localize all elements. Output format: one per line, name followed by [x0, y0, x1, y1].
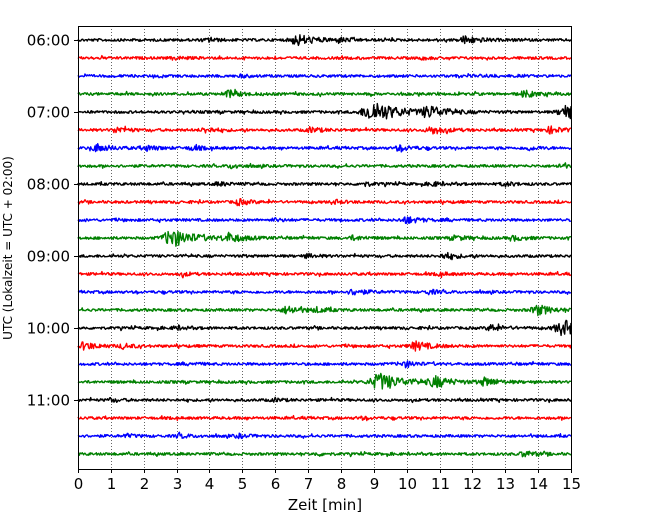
x-tick-label: 15: [562, 475, 581, 493]
x-tick-label: 11: [431, 475, 450, 493]
x-tick-label: 3: [173, 475, 183, 493]
seismogram-trace: [77, 288, 572, 296]
seismogram-trace: [77, 319, 572, 337]
seismogram-trace: [78, 304, 572, 317]
x-tick-label: 12: [463, 475, 482, 493]
x-axis-label: Zeit [min]: [288, 496, 362, 514]
x-tick-label: 0: [74, 475, 84, 493]
seismogram-trace: [77, 216, 571, 225]
vertical-gridlines: [111, 26, 539, 469]
x-tick-label: 14: [529, 475, 548, 493]
x-tick-label: 6: [271, 475, 281, 493]
seismogram-trace: [77, 396, 572, 404]
seismogram-trace: [77, 340, 572, 352]
x-tick-label: 13: [496, 475, 515, 493]
x-tick-label: 8: [337, 475, 347, 493]
y-tick-label: 06:00: [27, 32, 70, 50]
seismogram-trace: [77, 73, 572, 79]
seismogram-trace: [77, 251, 572, 261]
y-axis-label: UTC (Lokalzeit = UTC + 02:00): [1, 156, 15, 340]
seismogram-trace: [77, 360, 572, 369]
seismogram-trace: [77, 125, 572, 135]
x-tick-label: 5: [238, 475, 248, 493]
x-tick-label: 10: [398, 475, 417, 493]
seismogram-trace: [77, 431, 572, 440]
seismogram-trace: [77, 180, 572, 188]
seismogram-trace: [77, 414, 572, 422]
x-tick-label: 1: [107, 475, 117, 493]
y-tick-label: 08:00: [27, 176, 70, 194]
y-tick-label: 09:00: [27, 248, 70, 266]
seismogram-trace: [77, 372, 571, 390]
y-tick-label: 10:00: [27, 320, 70, 338]
y-tick-label: 11:00: [27, 392, 70, 410]
seismogram-trace: [77, 143, 572, 153]
seismogram-trace: [77, 102, 572, 120]
seismogram-trace: [77, 88, 572, 99]
x-tick-label: 2: [140, 475, 150, 493]
seismogram-trace: [77, 450, 572, 458]
x-tick-label: 4: [205, 475, 215, 493]
x-tick-label: 7: [304, 475, 314, 493]
seismogram-trace: [77, 54, 572, 61]
y-tick-label: 07:00: [27, 104, 70, 122]
x-axis: 0 1 2 3 4 5 6 7 8 9 10 11 12 13 14 15: [74, 469, 581, 493]
seismogram-trace: [77, 34, 572, 47]
x-tick-label: 9: [370, 475, 380, 493]
y-axis: 06:00 07:00 08:00 09:00 10:00 11:00: [27, 32, 78, 410]
plot-frame: [78, 26, 572, 470]
seismogram-trace: [77, 270, 572, 279]
seismogram-trace: [77, 230, 572, 247]
seismogram-traces: [77, 34, 572, 458]
seismogram-trace: [77, 162, 572, 170]
seismogram-trace: [77, 198, 572, 207]
